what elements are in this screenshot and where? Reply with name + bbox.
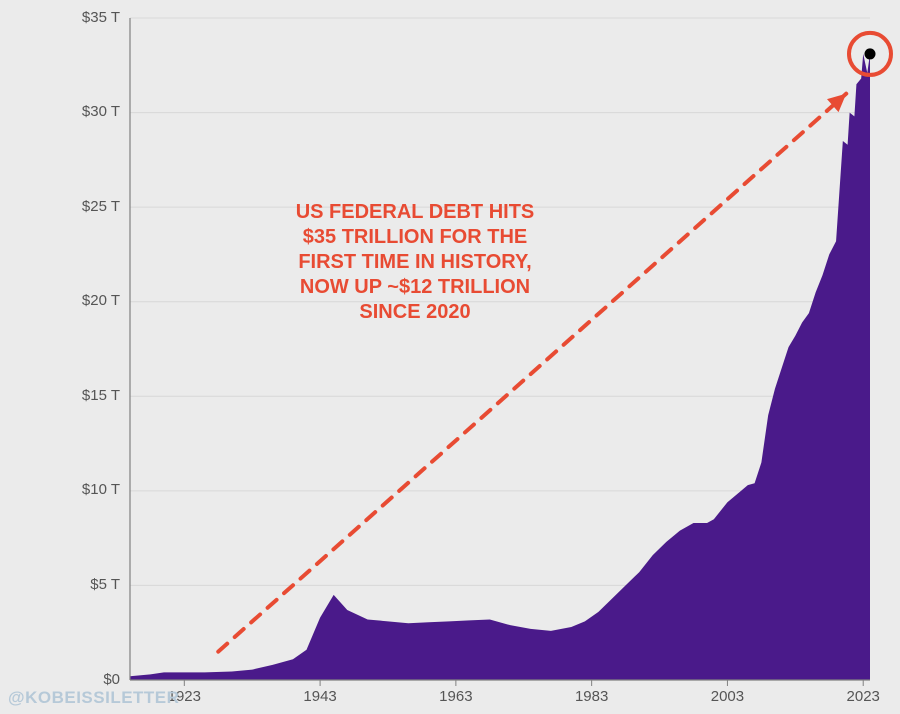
y-tick-label: $35 T bbox=[82, 9, 120, 26]
y-tick-label: $15 T bbox=[82, 387, 120, 404]
debt-chart: $0$5 T$10 T$15 T$20 T$25 T$30 T$35 T 192… bbox=[0, 0, 900, 714]
watermark: @KOBEISSILETTER bbox=[8, 688, 179, 708]
y-tick-label: $10 T bbox=[82, 481, 120, 498]
x-tick-label: 1943 bbox=[295, 688, 345, 705]
y-tick-label: $20 T bbox=[82, 292, 120, 309]
x-tick-label: 2023 bbox=[838, 688, 888, 705]
x-tick-label: 1963 bbox=[431, 688, 481, 705]
y-tick-label: $0 bbox=[103, 671, 120, 688]
x-tick-label: 1983 bbox=[567, 688, 617, 705]
headline-annotation: US FEDERAL DEBT HITS $35 TRILLION FOR TH… bbox=[265, 200, 565, 325]
y-tick-label: $5 T bbox=[90, 576, 120, 593]
y-tick-label: $30 T bbox=[82, 103, 120, 120]
y-tick-label: $25 T bbox=[82, 198, 120, 215]
x-tick-label: 2003 bbox=[702, 688, 752, 705]
chart-svg bbox=[0, 0, 900, 714]
